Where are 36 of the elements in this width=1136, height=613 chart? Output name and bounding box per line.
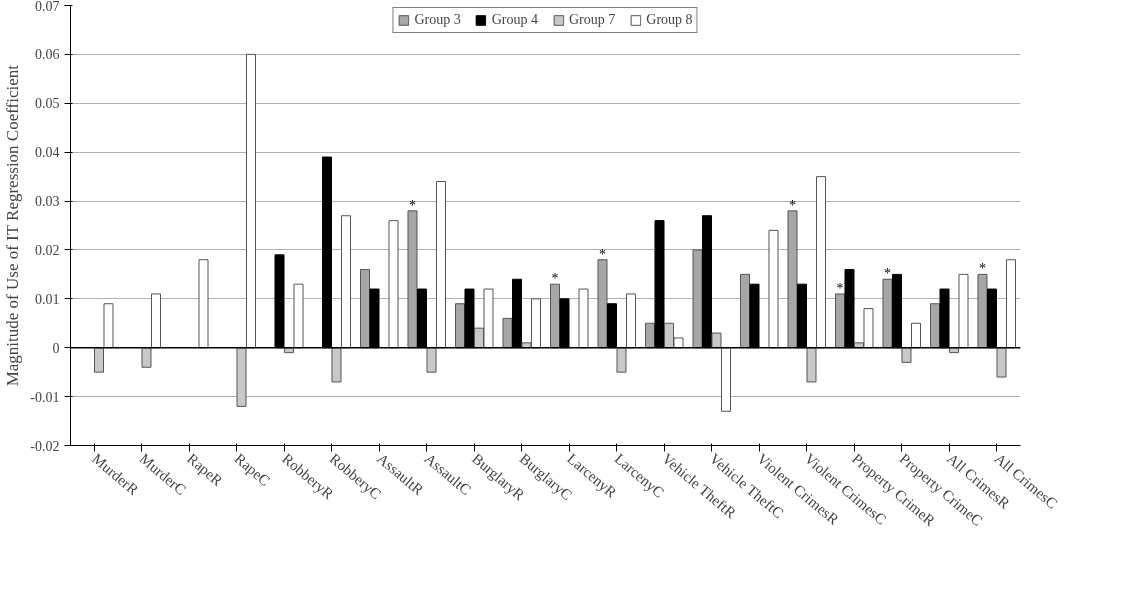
bar [882, 278, 893, 349]
bar [388, 220, 399, 349]
bar [198, 259, 209, 349]
data-label: * [409, 197, 416, 213]
legend-label: Group 4 [491, 12, 538, 28]
data-label: * [979, 261, 986, 277]
y-tick-label: 0 [52, 340, 60, 356]
bar [787, 210, 798, 349]
legend-label: Group 7 [569, 12, 616, 28]
y-tick-label: -0.02 [30, 438, 60, 454]
y-tick-label: 0.02 [35, 242, 60, 258]
data-label: * [884, 266, 891, 282]
legend-label: Group 8 [646, 12, 693, 28]
bar [768, 229, 779, 349]
y-tick-label: 0.04 [35, 145, 60, 161]
bar [692, 249, 703, 349]
y-tick-label: 0.06 [35, 47, 60, 63]
data-label: * [789, 197, 796, 213]
y-axis-title: Magnitude of Use of IT Regression Coefficient [3, 64, 23, 387]
bar [549, 283, 561, 349]
legend-label: Group 3 [414, 12, 461, 28]
bar [739, 273, 751, 349]
bar [597, 259, 608, 349]
bar [578, 288, 589, 349]
bar [502, 317, 513, 349]
y-tick-label: -0.01 [30, 389, 60, 405]
y-tick-label: 0.07 [35, 0, 60, 14]
bar [977, 273, 988, 349]
bar [359, 269, 371, 349]
y-tick-label: 0.03 [35, 194, 60, 210]
data-label: * [836, 280, 844, 296]
data-label: * [599, 246, 606, 262]
y-tick-label: 0.05 [35, 96, 60, 112]
y-tick-label: 0.01 [35, 291, 60, 307]
bar [407, 210, 418, 349]
data-label: * [551, 271, 559, 287]
